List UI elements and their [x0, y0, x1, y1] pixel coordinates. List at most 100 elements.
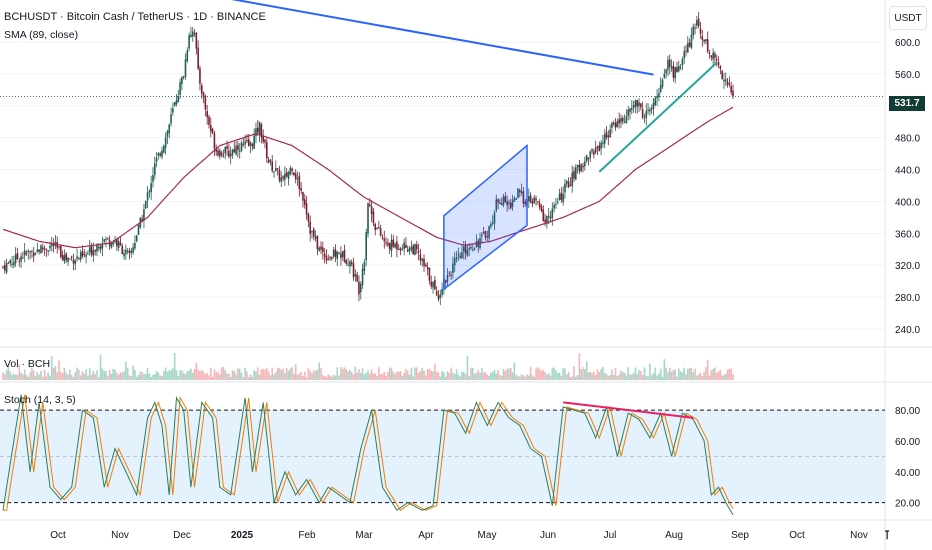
volume-bar — [191, 372, 194, 380]
volume-bar — [302, 375, 304, 380]
volume-bar — [78, 369, 80, 380]
candle-body — [137, 224, 140, 235]
candle-body — [195, 32, 198, 49]
volume-bar — [316, 369, 319, 380]
candle-body — [90, 245, 93, 255]
volume-bar — [618, 374, 620, 380]
volume-bar — [47, 372, 49, 380]
candle-body — [401, 249, 404, 251]
volume-bar — [276, 367, 279, 380]
volume-bar — [574, 376, 577, 380]
candle-body — [291, 168, 293, 171]
candle-body — [285, 172, 288, 177]
candle-body — [509, 202, 512, 209]
candle-body — [81, 251, 84, 257]
candle-body — [640, 103, 642, 108]
candle-body — [506, 201, 508, 206]
volume-bar — [692, 372, 695, 380]
volume-bar — [79, 375, 82, 380]
tradingview-logo-icon[interactable]: ⊺ — [884, 528, 891, 542]
candle-body — [358, 281, 360, 295]
candle-body — [110, 242, 113, 248]
volume-bar — [107, 375, 109, 380]
candle-body — [531, 201, 534, 205]
price-tick-label: 400.0 — [895, 197, 920, 208]
volume-bar — [607, 375, 610, 380]
candle-body — [184, 59, 187, 78]
candle-body — [567, 181, 570, 187]
candle-body — [318, 247, 321, 251]
volume-bar — [518, 376, 521, 380]
price-pane[interactable] — [0, 0, 885, 306]
candle-body — [20, 256, 22, 262]
candle-body — [499, 202, 501, 204]
volume-bar — [385, 375, 387, 380]
volume-bar — [370, 368, 373, 380]
volume-bar — [307, 367, 310, 380]
candle-body — [99, 245, 102, 250]
candle-body — [293, 172, 295, 176]
stoch-pane[interactable] — [0, 394, 885, 516]
candle-body — [605, 132, 608, 138]
price-tick-label: 440.0 — [895, 166, 920, 177]
volume-bar — [634, 367, 637, 380]
volume-bar — [289, 368, 292, 380]
candle-body — [52, 243, 55, 247]
volume-bar — [56, 371, 59, 380]
candle-body — [472, 249, 474, 251]
volume-bar — [372, 373, 375, 380]
volume-bar — [88, 368, 91, 380]
candle-body — [482, 232, 485, 234]
candle-body — [356, 274, 358, 282]
candle-body — [441, 288, 443, 295]
volume-bar — [708, 375, 711, 380]
candle-body — [390, 239, 393, 251]
currency-button[interactable]: USDT — [889, 6, 927, 30]
volume-bar — [101, 368, 104, 380]
volume-bar — [565, 374, 568, 380]
candle-body — [329, 257, 331, 259]
volume-bar — [674, 369, 676, 380]
candle-body — [132, 247, 134, 253]
volume-bar — [70, 374, 73, 380]
candle-body — [528, 196, 530, 202]
volume-bar — [455, 369, 458, 380]
candle-body — [674, 67, 676, 79]
candle-body — [584, 161, 586, 167]
candle-body — [25, 252, 28, 254]
volume-bar — [81, 371, 84, 380]
candle-body — [614, 122, 617, 128]
volume-bar — [600, 368, 602, 380]
candle-body — [553, 204, 555, 209]
candle-body — [461, 252, 463, 259]
volume-bar — [267, 371, 270, 380]
volume-bar — [54, 366, 57, 380]
volume-bar — [446, 371, 449, 380]
candle-body — [5, 262, 8, 273]
candle-body — [43, 248, 46, 250]
volume-bar — [726, 369, 729, 380]
volume-bar — [520, 374, 523, 380]
candle-body — [549, 217, 552, 219]
volume-bar — [596, 369, 599, 380]
volume-bar — [181, 370, 183, 380]
price-tick-label: 360.0 — [895, 229, 920, 240]
volume-bar — [237, 368, 239, 380]
candle-body — [381, 237, 384, 239]
volume-bar — [260, 369, 263, 380]
volume-bar — [293, 373, 295, 380]
candle-body — [437, 295, 440, 300]
volume-bar — [367, 370, 369, 380]
candle-body — [372, 211, 375, 224]
volume-bar — [175, 370, 178, 380]
candle-body — [264, 139, 266, 143]
candle-body — [706, 39, 709, 52]
candle-body — [303, 199, 306, 205]
volume-bar — [715, 372, 718, 380]
volume-bar — [172, 368, 174, 380]
candle-body — [65, 253, 68, 261]
candle-body — [730, 86, 732, 93]
candle-body — [105, 238, 107, 240]
volume-bar — [701, 376, 704, 380]
